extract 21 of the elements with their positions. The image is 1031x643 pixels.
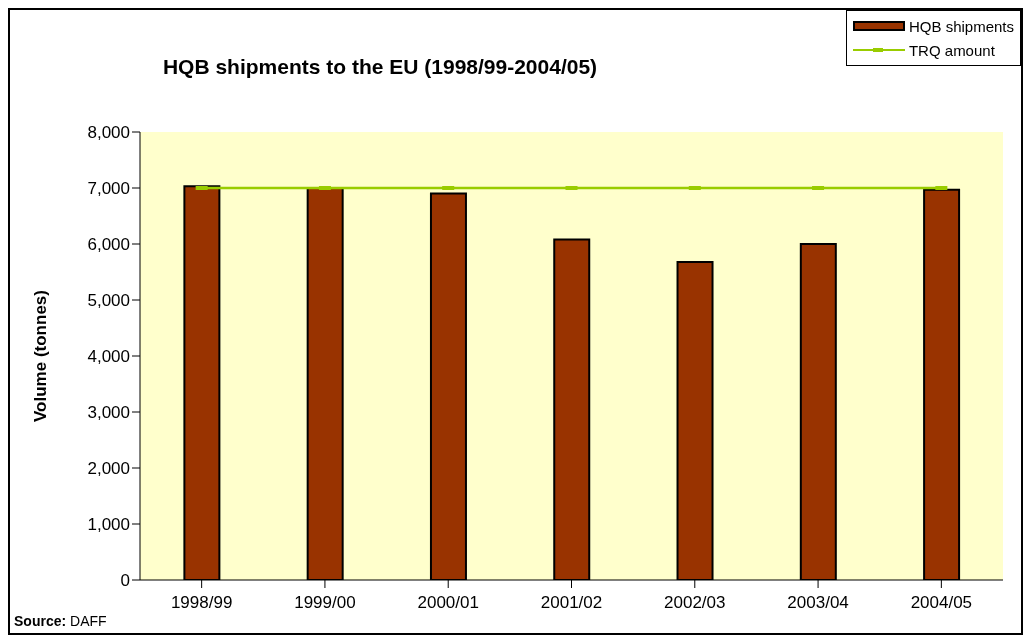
y-tick-label: 0 xyxy=(120,571,130,591)
x-tick-label: 2003/04 xyxy=(787,593,849,613)
legend-label: HQB shipments xyxy=(908,17,1014,35)
y-tick-label: 1,000 xyxy=(87,515,130,535)
source-note: Source: DAFF xyxy=(14,613,107,629)
y-tick-label: 7,000 xyxy=(87,179,130,199)
x-tick-label: 2001/02 xyxy=(540,593,603,613)
y-tick-label: 5,000 xyxy=(87,291,130,311)
chart-title: HQB shipments to the EU (1998/99-2004/05) xyxy=(161,55,599,79)
y-tick-label: 3,000 xyxy=(87,403,130,423)
x-tick-label: 2004/05 xyxy=(910,593,973,613)
x-tick-label: 2002/03 xyxy=(664,593,726,613)
legend-label: TRQ amount xyxy=(908,41,995,59)
y-tick-label: 6,000 xyxy=(87,235,130,255)
y-tick-label: 2,000 xyxy=(87,459,130,479)
x-tick-label: 2000/01 xyxy=(417,593,479,613)
y-tick-label: 8,000 xyxy=(87,123,130,143)
y-axis-title: Volume (tonnes) xyxy=(31,290,51,422)
x-tick-label: 1999/00 xyxy=(294,593,356,613)
y-tick-label: 4,000 xyxy=(87,347,130,367)
x-tick-label: 1998/99 xyxy=(170,593,233,613)
